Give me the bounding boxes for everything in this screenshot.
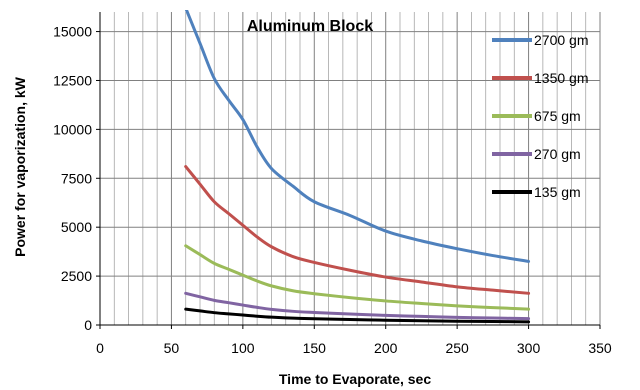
x-tick-label: 150	[303, 340, 327, 356]
x-tick-label: 300	[517, 340, 541, 356]
grid	[99, 12, 601, 326]
legend-label-3: 270 gm	[534, 146, 581, 162]
x-axis-title: Time to Evaporate, sec	[279, 371, 431, 387]
y-tick-label: 2500	[61, 268, 92, 284]
series-lines	[184, 10, 531, 324]
y-tick-label: 15000	[53, 24, 92, 40]
chart-title: Aluminum Block	[247, 18, 373, 35]
x-tick-label: 0	[96, 340, 104, 356]
y-tick-label: 12500	[53, 72, 92, 88]
legend-label-0: 2700 gm	[534, 32, 588, 48]
series-line-2	[184, 244, 531, 311]
series-line-0	[184, 10, 531, 263]
axes: 0 50 100 150 200 250 300 350 0 2500 5000 7500 10000 1…	[53, 12, 612, 356]
y-tick-label: 0	[84, 317, 92, 333]
x-tick-label: 200	[374, 340, 398, 356]
series-line-1	[184, 165, 531, 295]
x-tick-label: 100	[231, 340, 255, 356]
x-tick-label: 350	[588, 340, 612, 356]
legend: 2700 gm 1350 gm 675 gm 270 gm 135 gm	[492, 32, 588, 200]
y-axis-title: Power for vaporization, kW	[12, 76, 28, 256]
series-line-3	[184, 291, 531, 321]
y-tick-label: 5000	[61, 219, 92, 235]
x-tick-label: 250	[445, 340, 469, 356]
y-tick-label: 7500	[61, 170, 92, 186]
legend-label-4: 135 gm	[534, 184, 581, 200]
legend-label-1: 1350 gm	[534, 70, 588, 86]
series-line-4	[184, 307, 531, 324]
y-tick-label: 10000	[53, 121, 92, 137]
legend-label-2: 675 gm	[534, 108, 581, 124]
x-tick-label: 50	[164, 340, 180, 356]
